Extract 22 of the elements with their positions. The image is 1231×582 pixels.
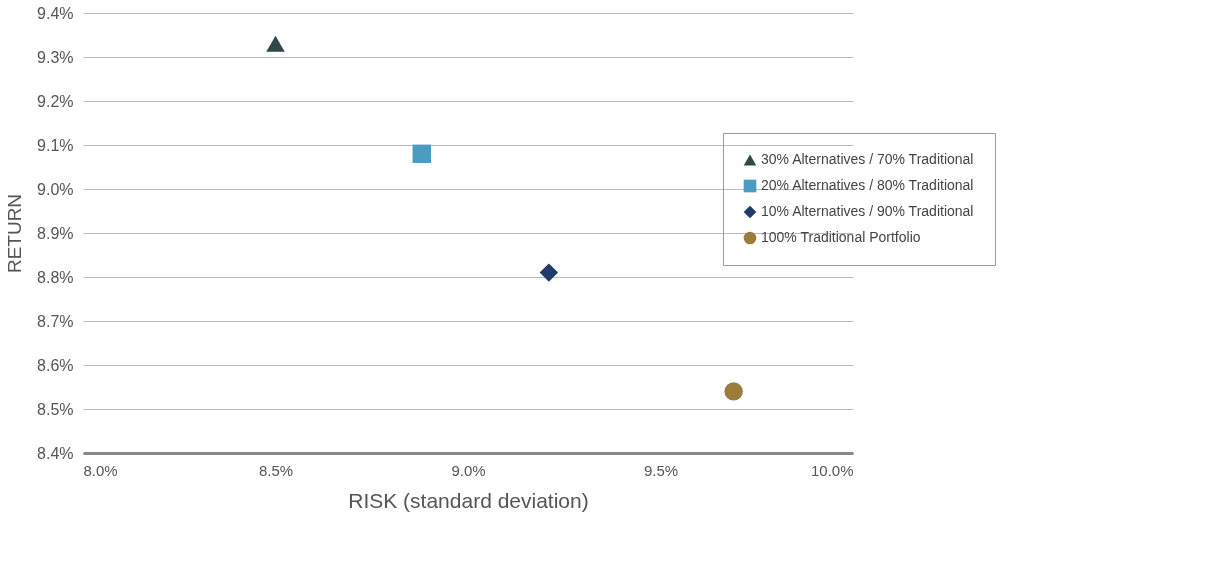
legend-label: 100% Traditional Portfolio bbox=[761, 229, 921, 245]
y-tick-label: 8.6% bbox=[37, 356, 74, 374]
legend-label: 30% Alternatives / 70% Traditional bbox=[761, 151, 974, 167]
y-tick-label: 8.8% bbox=[37, 268, 74, 286]
legend-label: 20% Alternatives / 80% Traditional bbox=[761, 177, 974, 193]
x-tick-label: 9.5% bbox=[643, 461, 679, 479]
x-axis-title: RISK (standard deviation) bbox=[348, 488, 589, 512]
x-tick-label: 10.0% bbox=[810, 461, 854, 479]
x-tick-label: 8.5% bbox=[258, 461, 294, 479]
y-tick-label: 9.1% bbox=[37, 136, 74, 154]
y-tick-label: 9.3% bbox=[37, 48, 74, 66]
x-tick-label: 9.0% bbox=[451, 461, 486, 479]
legend-label: 10% Alternatives / 90% Traditional bbox=[761, 203, 974, 219]
y-tick-label: 9.0% bbox=[37, 180, 74, 198]
y-tick-label: 8.9% bbox=[37, 224, 74, 242]
y-tick-label: 9.2% bbox=[37, 92, 74, 110]
y-tick-label: 8.5% bbox=[37, 400, 74, 418]
x-tick-label: 8.0% bbox=[83, 461, 118, 479]
y-tick-label: 8.7% bbox=[37, 312, 74, 330]
y-tick-label: 8.4% bbox=[37, 444, 74, 462]
y-tick-label: 9.4% bbox=[37, 4, 74, 22]
y-axis-title: RETURN bbox=[4, 193, 26, 274]
